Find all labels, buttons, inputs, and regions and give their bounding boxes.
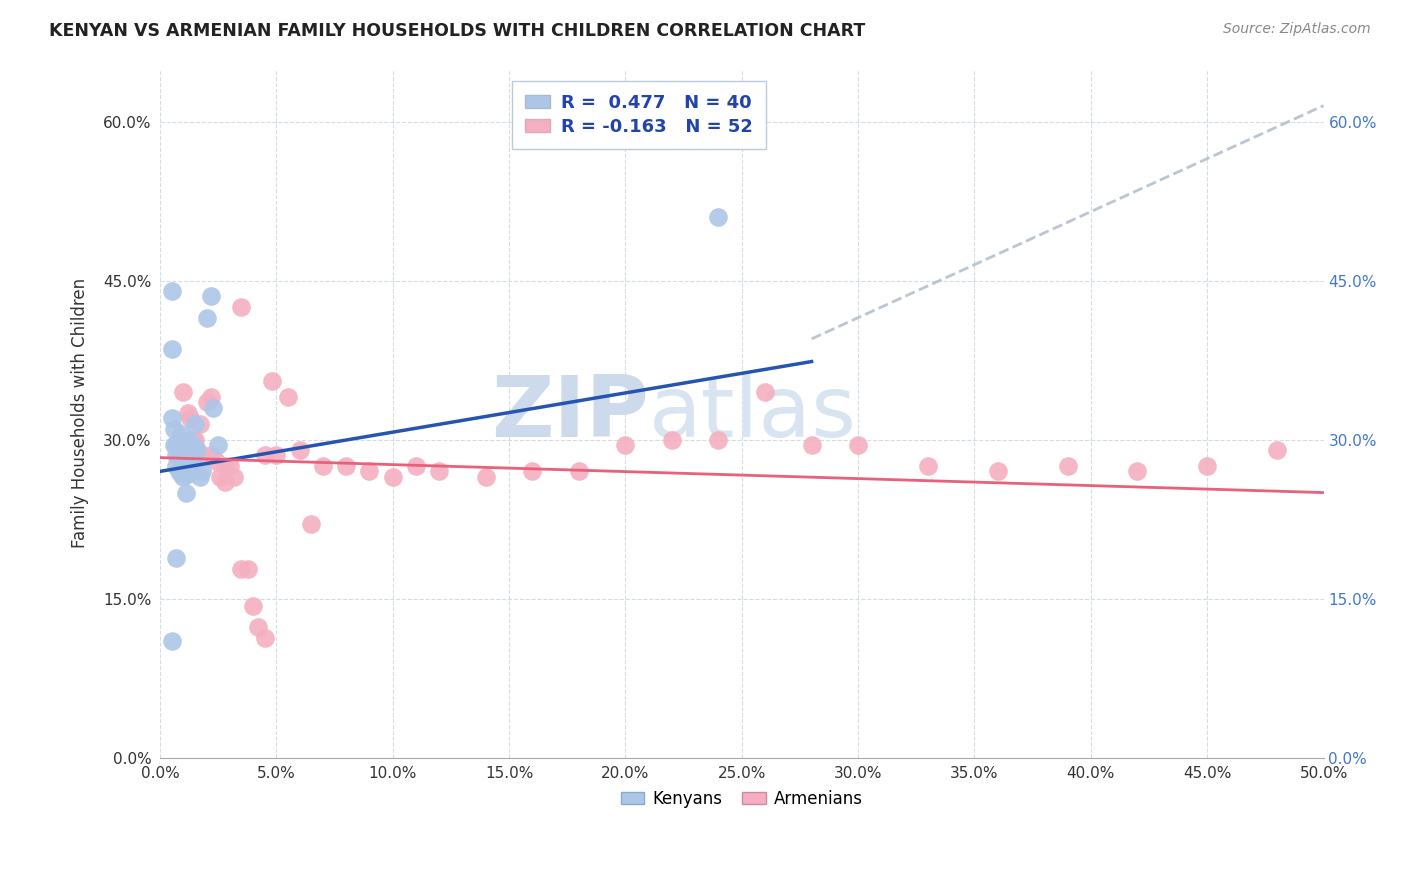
Point <box>299 517 322 532</box>
Point <box>181 459 204 474</box>
Point <box>172 456 194 470</box>
Point <box>405 459 427 474</box>
Point <box>165 551 187 566</box>
Point <box>181 454 204 468</box>
Point <box>200 449 222 463</box>
Point <box>214 475 236 489</box>
Point <box>191 464 214 478</box>
Point <box>191 449 214 463</box>
Point <box>200 390 222 404</box>
Point <box>163 438 186 452</box>
Point <box>170 451 193 466</box>
Point <box>167 464 190 478</box>
Point <box>160 411 183 425</box>
Point <box>707 210 730 224</box>
Point <box>167 438 190 452</box>
Point <box>174 485 197 500</box>
Y-axis label: Family Households with Children: Family Households with Children <box>72 278 89 549</box>
Point <box>987 464 1010 478</box>
Point <box>209 469 232 483</box>
Point <box>246 620 269 634</box>
Point <box>260 374 283 388</box>
Point <box>427 464 450 478</box>
Point <box>800 438 823 452</box>
Point <box>218 459 240 474</box>
Point <box>174 459 197 474</box>
Point <box>174 445 197 459</box>
Point <box>160 284 183 298</box>
Point <box>177 433 200 447</box>
Text: ZIP: ZIP <box>491 372 648 455</box>
Point <box>177 467 200 481</box>
Point <box>165 438 187 452</box>
Text: atlas: atlas <box>648 372 856 455</box>
Point <box>335 459 357 474</box>
Point <box>1265 443 1288 458</box>
Point <box>202 401 225 415</box>
Point <box>179 438 201 452</box>
Point <box>288 443 311 458</box>
Point <box>266 449 288 463</box>
Point <box>242 599 264 613</box>
Point <box>184 417 207 431</box>
Point <box>181 438 204 452</box>
Point <box>224 469 246 483</box>
Point <box>181 433 204 447</box>
Point <box>186 443 208 458</box>
Point <box>312 459 335 474</box>
Point <box>238 562 260 576</box>
Point <box>167 443 190 458</box>
Point <box>846 438 869 452</box>
Point <box>170 449 193 463</box>
Point <box>165 438 187 452</box>
Point <box>195 310 218 325</box>
Point <box>163 422 186 436</box>
Point <box>1197 459 1219 474</box>
Point <box>754 384 776 399</box>
Point <box>661 433 683 447</box>
Point <box>253 449 276 463</box>
Point <box>707 433 730 447</box>
Point <box>170 467 193 481</box>
Point <box>381 469 404 483</box>
Point <box>177 406 200 420</box>
Point <box>195 395 218 409</box>
Point <box>172 469 194 483</box>
Point <box>214 459 236 474</box>
Point <box>170 443 193 458</box>
Point <box>160 634 183 648</box>
Point <box>207 438 229 452</box>
Text: KENYAN VS ARMENIAN FAMILY HOUSEHOLDS WITH CHILDREN CORRELATION CHART: KENYAN VS ARMENIAN FAMILY HOUSEHOLDS WIT… <box>49 22 866 40</box>
Point <box>917 459 939 474</box>
Point <box>231 300 253 314</box>
Point <box>188 417 211 431</box>
Point <box>172 464 194 478</box>
Point <box>1126 464 1149 478</box>
Point <box>568 464 591 478</box>
Point <box>200 289 222 303</box>
Point <box>170 427 193 442</box>
Point <box>522 464 544 478</box>
Point <box>165 449 187 463</box>
Point <box>186 443 208 458</box>
Point <box>172 384 194 399</box>
Point <box>204 454 226 468</box>
Point <box>184 433 207 447</box>
Point <box>177 449 200 463</box>
Point <box>475 469 498 483</box>
Point <box>179 411 201 425</box>
Point <box>172 459 194 474</box>
Point <box>359 464 381 478</box>
Point <box>165 459 187 474</box>
Point <box>231 562 253 576</box>
Point <box>188 469 211 483</box>
Point <box>160 343 183 357</box>
Point <box>1056 459 1078 474</box>
Text: Source: ZipAtlas.com: Source: ZipAtlas.com <box>1223 22 1371 37</box>
Point <box>253 631 276 645</box>
Point <box>614 438 637 452</box>
Point <box>277 390 299 404</box>
Legend: Kenyans, Armenians: Kenyans, Armenians <box>614 783 869 814</box>
